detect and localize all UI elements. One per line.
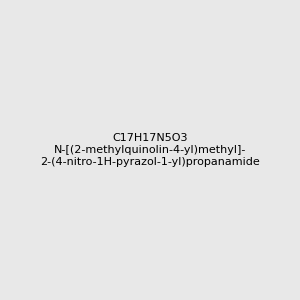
- Text: C17H17N5O3
N-[(2-methylquinolin-4-yl)methyl]-
2-(4-nitro-1H-pyrazol-1-yl)propana: C17H17N5O3 N-[(2-methylquinolin-4-yl)met…: [40, 134, 260, 166]
